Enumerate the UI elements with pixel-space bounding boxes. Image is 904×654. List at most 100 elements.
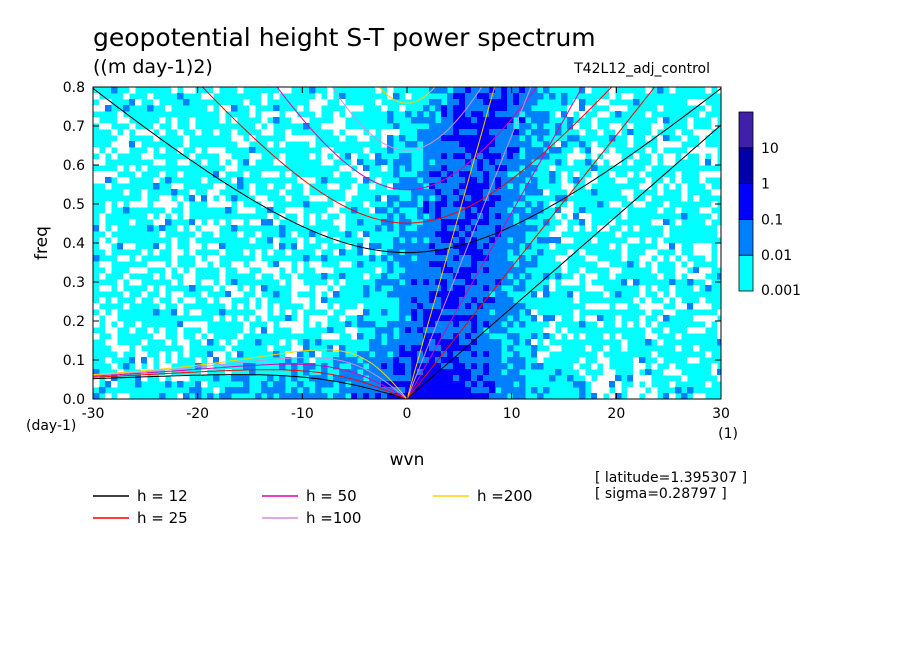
power-cell bbox=[159, 231, 166, 238]
power-cell bbox=[405, 285, 412, 292]
power-cell bbox=[507, 111, 514, 118]
power-cell bbox=[363, 165, 370, 172]
power-cell bbox=[189, 297, 196, 304]
power-cell bbox=[549, 177, 556, 184]
power-cell bbox=[219, 105, 226, 112]
power-cell bbox=[585, 225, 592, 232]
power-cell bbox=[441, 261, 448, 268]
power-cell bbox=[477, 369, 484, 376]
power-cell bbox=[159, 363, 166, 370]
power-cell bbox=[411, 261, 418, 268]
power-cell bbox=[255, 249, 262, 256]
power-cell bbox=[459, 327, 466, 334]
power-cell bbox=[513, 105, 520, 112]
power-cell bbox=[699, 393, 706, 399]
power-cell bbox=[501, 267, 508, 274]
power-cell bbox=[495, 351, 502, 358]
power-cell bbox=[261, 315, 268, 322]
power-cell bbox=[489, 159, 496, 166]
power-cell bbox=[567, 135, 574, 142]
power-cell bbox=[519, 387, 526, 394]
power-cell bbox=[309, 393, 316, 399]
power-cell bbox=[471, 327, 478, 334]
power-cell bbox=[441, 237, 448, 244]
power-cell bbox=[183, 297, 190, 304]
power-cell bbox=[483, 111, 490, 118]
power-cell bbox=[675, 369, 682, 376]
power-cell bbox=[195, 255, 202, 262]
power-cell bbox=[657, 255, 664, 262]
power-cell bbox=[153, 123, 160, 130]
power-cell bbox=[219, 201, 226, 208]
power-cell bbox=[531, 225, 538, 232]
power-cell bbox=[651, 321, 658, 328]
power-cell bbox=[423, 339, 430, 346]
power-cell bbox=[93, 159, 100, 166]
power-cell bbox=[525, 111, 532, 118]
power-cell bbox=[405, 339, 412, 346]
power-cell bbox=[237, 303, 244, 310]
power-cell bbox=[183, 339, 190, 346]
power-cell bbox=[195, 219, 202, 226]
power-cell bbox=[405, 387, 412, 394]
power-cell bbox=[147, 357, 154, 364]
power-cell bbox=[531, 363, 538, 370]
power-cell bbox=[441, 255, 448, 262]
power-cell bbox=[645, 327, 652, 334]
power-cell bbox=[477, 357, 484, 364]
power-cell bbox=[405, 177, 412, 184]
power-cell bbox=[483, 219, 490, 226]
power-cell bbox=[441, 321, 448, 328]
power-cell bbox=[303, 387, 310, 394]
power-cell bbox=[405, 165, 412, 172]
power-cell bbox=[549, 93, 556, 100]
power-cell bbox=[477, 363, 484, 370]
power-cell bbox=[651, 387, 658, 394]
power-cell bbox=[243, 141, 250, 148]
power-cell bbox=[417, 273, 424, 280]
power-cell bbox=[507, 99, 514, 106]
power-cell bbox=[411, 297, 418, 304]
power-cell bbox=[477, 159, 484, 166]
power-cell bbox=[417, 357, 424, 364]
power-cell bbox=[297, 243, 304, 250]
power-cell bbox=[591, 153, 598, 160]
power-cell bbox=[705, 105, 712, 112]
power-cell bbox=[465, 99, 472, 106]
power-cell bbox=[597, 381, 604, 388]
power-cell bbox=[627, 123, 634, 130]
power-cell bbox=[495, 111, 502, 118]
power-cell bbox=[315, 105, 322, 112]
power-cell bbox=[285, 135, 292, 142]
power-cell bbox=[483, 363, 490, 370]
power-cell bbox=[219, 195, 226, 202]
power-cell bbox=[249, 369, 256, 376]
power-cell bbox=[645, 237, 652, 244]
power-cell bbox=[687, 357, 694, 364]
power-cell bbox=[333, 249, 340, 256]
power-cell bbox=[423, 279, 430, 286]
colorbar-swatch bbox=[738, 183, 754, 220]
power-cell bbox=[495, 375, 502, 382]
power-cell bbox=[573, 309, 580, 316]
power-cell bbox=[231, 177, 238, 184]
power-cell bbox=[183, 141, 190, 148]
power-cell bbox=[489, 177, 496, 184]
power-cell bbox=[501, 159, 508, 166]
power-cell bbox=[471, 177, 478, 184]
power-cell bbox=[399, 159, 406, 166]
power-cell bbox=[171, 183, 178, 190]
power-cell bbox=[105, 183, 112, 190]
power-cell bbox=[705, 243, 712, 250]
power-cell bbox=[99, 123, 106, 130]
power-cell bbox=[681, 189, 688, 196]
power-cell bbox=[141, 291, 148, 298]
power-cell bbox=[381, 387, 388, 394]
power-cell bbox=[429, 123, 436, 130]
power-cell bbox=[159, 243, 166, 250]
power-cell bbox=[333, 291, 340, 298]
power-cell bbox=[555, 231, 562, 238]
power-cell bbox=[531, 387, 538, 394]
power-cell bbox=[465, 273, 472, 280]
power-cell bbox=[381, 381, 388, 388]
